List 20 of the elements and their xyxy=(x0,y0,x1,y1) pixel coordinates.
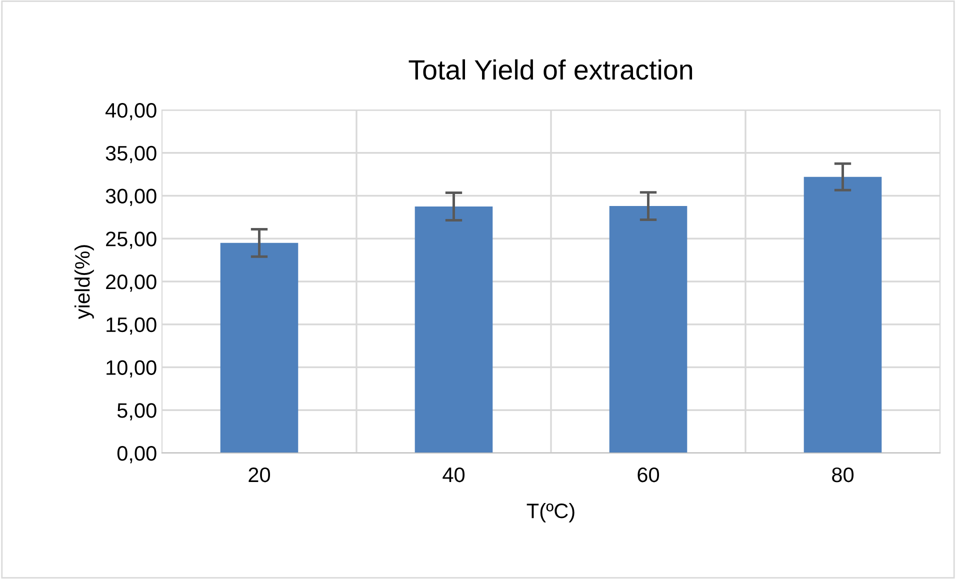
x-axis-title: T(ºC) xyxy=(526,502,574,522)
y-tick-label: 10,00 xyxy=(106,360,156,378)
x-tick-label: 80 xyxy=(832,467,854,482)
x-tick-label: 20 xyxy=(248,467,270,482)
y-tick-label: 35,00 xyxy=(106,146,156,164)
bar xyxy=(220,242,298,453)
y-tick-label: 15,00 xyxy=(106,317,156,335)
y-tick-label: 40,00 xyxy=(105,103,156,120)
y-tick-label: 20,00 xyxy=(106,274,156,292)
x-tick-label: 60 xyxy=(638,467,660,482)
bar xyxy=(804,176,882,453)
bar xyxy=(414,206,493,453)
y-tick-label: 5,00 xyxy=(117,403,156,420)
y-axis-title: yield(%) xyxy=(74,245,94,320)
y-tick-label: 0,00 xyxy=(117,446,156,464)
x-tick-label: 40 xyxy=(442,467,465,482)
y-tick-label: 30,00 xyxy=(106,188,156,206)
chart-title: Total Yield of extraction xyxy=(408,59,692,80)
y-tick-label: 25,00 xyxy=(106,232,156,249)
bar xyxy=(609,206,688,453)
